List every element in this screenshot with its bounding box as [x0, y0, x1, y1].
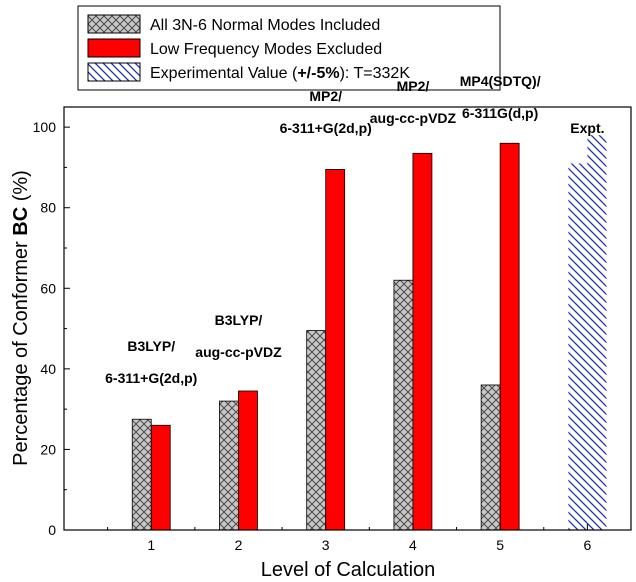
legend-swatch-low-freq-excluded [87, 38, 141, 58]
bar-annotation-line: MP2/ [397, 78, 430, 94]
legend-label-part: ): T=332K [340, 65, 411, 82]
legend-box [77, 5, 501, 91]
bar-all-modes [480, 384, 501, 531]
bar-annotation: MP2/aug-cc-pVDZ [370, 78, 457, 126]
y-axis-title: Percentage of Conformer BC (%) [10, 170, 32, 466]
x-axis-title: Level of Calculation [261, 559, 436, 581]
y-tick-label: 40 [40, 361, 56, 377]
bar-all-modes [131, 418, 152, 531]
bar-annotation: MP4(SDTQ)/ 6-311G(d,p) [460, 73, 541, 121]
bar-annotation-line: MP2/ [309, 88, 342, 104]
x-tick-label: 6 [583, 537, 591, 553]
bar-annotation: MP2/6-311+G(2d,p) [280, 88, 372, 136]
bar-all-modes [306, 330, 327, 531]
x-tick-label: 1 [147, 537, 155, 553]
bar-annotation-line: aug-cc-pVDZ [195, 344, 282, 360]
bar-low-freq-excluded [325, 169, 346, 531]
y-tick-label: 100 [33, 119, 57, 135]
legend-label-part: All 3N-6 Normal Modes Included [150, 17, 380, 34]
bar-annotation-line: Expt. [570, 120, 604, 136]
bar-experimental-high [587, 135, 607, 530]
bar-annotation-line: aug-cc-pVDZ [370, 110, 457, 126]
x-tick-label: 5 [496, 537, 504, 553]
bar-low-freq-excluded [150, 424, 171, 531]
x-tick-label: 2 [235, 537, 243, 553]
y-axis-title-bold: BC [10, 207, 32, 236]
y-axis-title-prefix: Percentage of Conformer [10, 236, 32, 466]
legend-label-all-modes: All 3N-6 Normal Modes Included [150, 17, 380, 34]
y-tick-label: 20 [40, 441, 56, 457]
legend-swatch-experimental [87, 62, 141, 82]
legend-swatch-all-modes [87, 14, 141, 34]
bar-annotation-line: B3LYP/ [127, 338, 175, 354]
bars-layer [131, 135, 607, 531]
y-tick-label: 60 [40, 280, 56, 296]
bar-experimental-low [568, 163, 588, 530]
y-tick-label: 0 [48, 522, 56, 538]
legend-label-part: +/-5% [297, 65, 339, 82]
bar-low-freq-excluded [412, 152, 433, 531]
bar-annotation-line: B3LYP/ [215, 312, 263, 328]
legend-label-part: Low Frequency Modes Excluded [150, 41, 382, 58]
x-tick-label: 4 [409, 537, 417, 553]
legend: All 3N-6 Normal Modes Included Low Frequ… [77, 5, 501, 91]
bar-all-modes [219, 400, 239, 531]
bar-annotation: B3LYP/aug-cc-pVDZ [195, 312, 282, 360]
bar-low-freq-excluded [238, 390, 258, 531]
bar-annotation-line: 6-311G(d,p) [462, 105, 538, 121]
bar-annotation: Expt. [570, 120, 604, 136]
bar-all-modes [393, 279, 414, 531]
bar-annotation-line: 6-311+G(2d,p) [105, 370, 197, 386]
y-tick-label: 80 [40, 200, 56, 216]
annotations-layer: B3LYP/6-311+G(2d,p)B3LYP/aug-cc-pVDZMP2/… [105, 73, 604, 386]
bar-low-freq-excluded [499, 142, 520, 531]
plot-frame [63, 106, 632, 531]
y-axis-title-suffix: (%) [10, 170, 32, 207]
bar-annotation: B3LYP/6-311+G(2d,p) [105, 338, 197, 386]
legend-label-low-freq-excluded: Low Frequency Modes Excluded [150, 41, 382, 58]
bar-annotation-line: MP4(SDTQ)/ [460, 73, 541, 89]
axes-layer: 0 20 40 60 80 100 1 2 3 4 5 6 [33, 119, 592, 553]
legend-label-experimental: Experimental Value (+/-5%): T=332K [150, 65, 410, 82]
bar-annotation-line: 6-311+G(2d,p) [280, 120, 372, 136]
x-tick-label: 3 [322, 537, 330, 553]
legend-label-part: Experimental Value ( [150, 65, 298, 82]
